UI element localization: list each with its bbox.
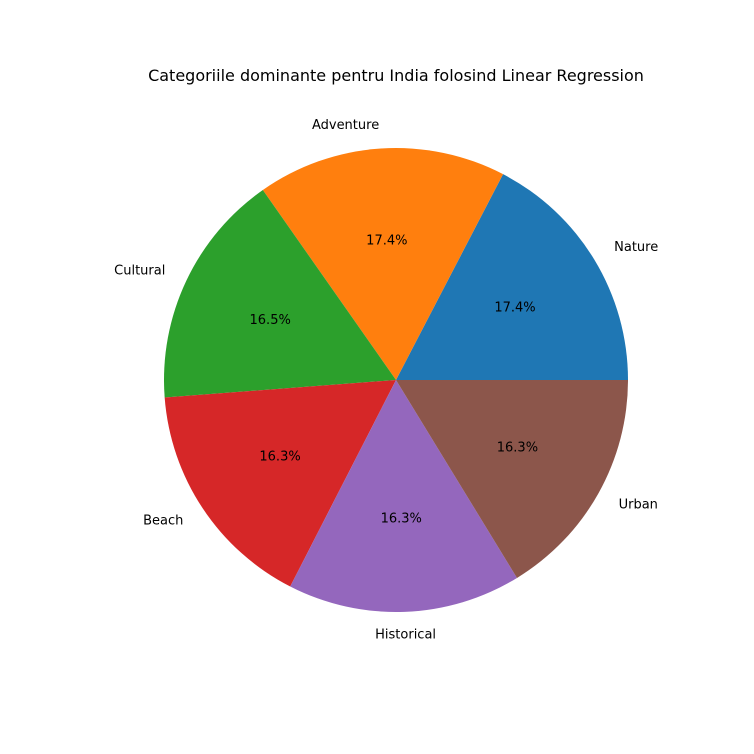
category-label-nature: Nature [614,240,658,255]
category-label-urban: Urban [619,497,658,512]
percent-label-beach: 16.3% [259,450,300,465]
category-labels: Nature Adventure Cultural Beach Historical Ur… [114,118,658,643]
pie-slice-adventure [262,148,504,380]
percent-label-nature: 17.4% [494,300,535,315]
category-label-beach: Beach [143,514,183,529]
chart-title: Categoriile dominante pentru India folos… [148,66,644,85]
pie-slice-beach [164,380,396,587]
category-label-historical: Historical [375,628,436,643]
category-label-cultural: Cultural [114,263,165,278]
pie-slices [164,148,628,612]
percent-label-cultural: 16.5% [250,313,291,328]
percent-labels: 17.4% 17.4% 16.5% 16.3% 16.3% 16.3% [250,234,539,527]
pie-slice-nature [396,174,628,380]
category-label-adventure: Adventure [312,118,379,133]
percent-label-urban: 16.3% [497,441,538,456]
percent-label-adventure: 17.4% [366,234,407,249]
percent-label-historical: 16.3% [381,512,422,527]
pie-slice-cultural [164,190,396,398]
pie-slice-urban [396,380,628,578]
pie-slice-historical [290,380,518,612]
